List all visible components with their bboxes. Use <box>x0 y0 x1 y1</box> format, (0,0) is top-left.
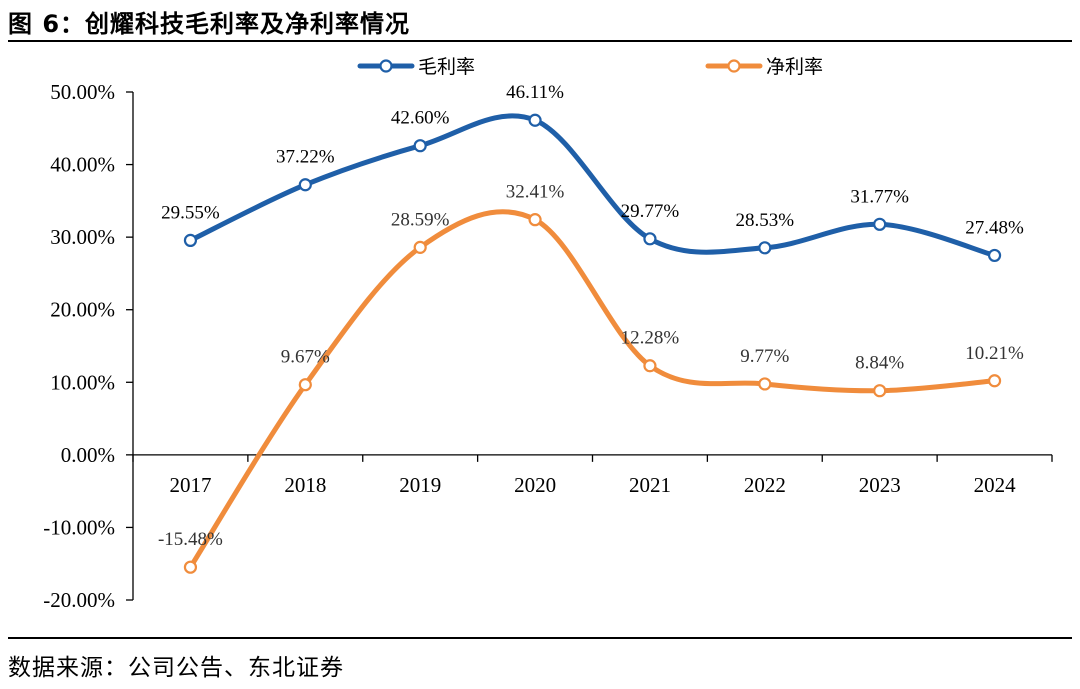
legend-marker <box>727 59 741 73</box>
y-tick-label: 0.00% <box>61 443 115 467</box>
data-point <box>987 374 1002 388</box>
y-tick-label: 30.00% <box>50 225 115 249</box>
data-point <box>643 232 657 246</box>
x-tick-label: 2020 <box>514 473 556 497</box>
data-label: 29.55% <box>161 202 220 223</box>
y-tick-label: 40.00% <box>50 153 115 177</box>
data-point <box>183 560 198 574</box>
y-tick-label: 20.00% <box>50 298 115 322</box>
x-tick-label: 2018 <box>284 473 326 497</box>
x-tick-label: 2017 <box>169 473 211 497</box>
y-tick-label: -10.00% <box>43 515 115 539</box>
legend-label: 毛利率 <box>418 56 475 78</box>
data-label: -15.48% <box>158 529 223 550</box>
data-label: 46.11% <box>506 82 564 103</box>
legend-label: 净利率 <box>766 56 823 78</box>
data-label: 9.67% <box>281 347 330 368</box>
data-point <box>183 233 198 248</box>
data-point <box>758 241 772 255</box>
y-tick-label: 50.00% <box>50 80 115 104</box>
data-label: 42.60% <box>391 108 450 129</box>
data-label: 10.21% <box>965 343 1024 364</box>
y-tick-label: 10.00% <box>50 370 115 394</box>
data-point <box>643 359 657 373</box>
data-point <box>413 139 427 153</box>
x-tick-label: 2019 <box>399 473 441 497</box>
data-point <box>528 113 542 127</box>
x-tick-label: 2023 <box>859 473 901 497</box>
series-line-0 <box>187 113 998 258</box>
x-tick-label: 2021 <box>629 473 671 497</box>
data-label: 8.84% <box>855 353 904 374</box>
data-point <box>873 217 887 231</box>
top-rule <box>8 40 1072 42</box>
data-point <box>298 178 312 192</box>
x-tick-label: 2024 <box>974 473 1017 497</box>
data-label: 28.59% <box>391 209 450 230</box>
data-point <box>987 248 1002 263</box>
data-label: 12.28% <box>621 328 680 349</box>
data-point <box>298 378 312 392</box>
data-label: 29.77% <box>621 201 680 222</box>
data-label: 27.48% <box>965 217 1024 238</box>
x-tick-label: 2022 <box>744 473 786 497</box>
data-label: 31.77% <box>850 186 909 207</box>
figure-title: 图 6：创耀科技毛利率及净利率情况 <box>8 10 411 38</box>
bottom-rule <box>8 637 1072 639</box>
data-label: 37.22% <box>276 147 335 168</box>
data-point <box>413 240 427 254</box>
data-label: 32.41% <box>506 182 565 203</box>
legend-marker <box>379 59 393 73</box>
y-tick-label: -20.00% <box>43 588 115 612</box>
data-point <box>528 213 542 227</box>
data-point <box>758 377 772 391</box>
data-point <box>873 384 887 398</box>
data-label: 28.53% <box>736 210 795 231</box>
data-label: 9.77% <box>740 346 789 367</box>
source-note: 数据来源：公司公告、东北证券 <box>8 655 344 681</box>
